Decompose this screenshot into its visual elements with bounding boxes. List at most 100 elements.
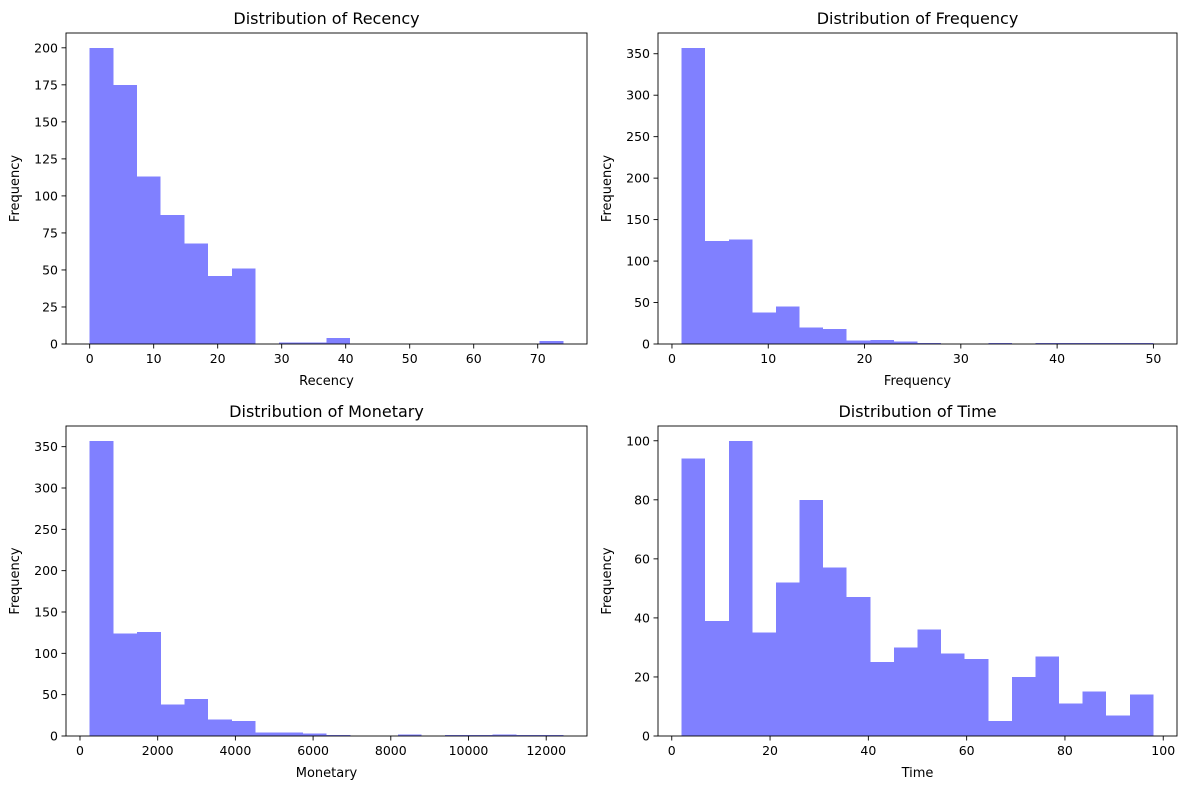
y-tick-label: 50 (634, 295, 650, 310)
histogram-bar (231, 268, 256, 344)
histogram-bar (941, 653, 965, 736)
y-tick-label: 150 (34, 605, 58, 620)
histogram-bar (255, 732, 280, 736)
y-tick-label: 350 (626, 46, 650, 61)
histogram-bar (870, 662, 894, 736)
y-tick-label: 50 (42, 262, 58, 277)
x-tick-label: 10 (146, 351, 162, 366)
histogram-bar (799, 327, 824, 344)
subplot-2: 0 10 20 30 40 50 0 50 100 150 200 250 300 350 Distribu… (600, 9, 1178, 389)
histogram-bar (397, 734, 422, 736)
histogram-bar (823, 567, 847, 736)
histogram-bar (728, 440, 753, 736)
histogram-bar (113, 84, 138, 344)
histogram-bar (681, 458, 706, 736)
histogram-bar (160, 704, 185, 736)
x-tick-label: 40 (1049, 351, 1065, 366)
x-tick-label: 30 (274, 351, 290, 366)
histogram-bar (279, 342, 303, 344)
histogram-bar (1011, 676, 1036, 736)
x-tick-label: 10000 (449, 743, 489, 758)
y-tick-label: 50 (42, 687, 58, 702)
x-tick-label: 60 (466, 351, 482, 366)
x-tick-label: 80 (1057, 743, 1073, 758)
x-tick-label: 100 (1151, 743, 1175, 758)
histogram-bar (326, 338, 351, 344)
y-tick-label: 200 (626, 171, 650, 186)
histogram-bar (1129, 694, 1154, 736)
x-tick-label: 20 (857, 351, 873, 366)
y-tick-label: 300 (626, 88, 650, 103)
histogram-bar (492, 734, 517, 736)
x-tick-label: 0 (86, 351, 94, 366)
y-tick-label: 150 (626, 212, 650, 227)
histogram-bar (893, 341, 918, 344)
histogram-bar (137, 176, 161, 344)
histogram-bar (137, 631, 161, 736)
x-tick-label: 6000 (297, 743, 329, 758)
histogram-bar (728, 239, 753, 344)
histogram-bar (705, 241, 729, 344)
subplot-4: 0 20 40 60 80 100 0 20 40 60 80 100 Distribution of … (600, 402, 1178, 781)
chart-title: Distribution of Time (838, 402, 996, 421)
y-tick-label: 100 (626, 433, 650, 448)
x-axis-label: Recency (299, 374, 354, 389)
histogram-bar (917, 629, 942, 736)
y-tick-label: 0 (642, 337, 650, 352)
y-tick-label: 250 (626, 129, 650, 144)
histogram-bar (208, 275, 232, 344)
x-tick-label: 50 (402, 351, 418, 366)
chart-title: Distribution of Frequency (817, 9, 1019, 28)
axes-frame (657, 425, 1178, 737)
chart-title: Distribution of Recency (233, 9, 419, 28)
histogram-bar (681, 47, 706, 344)
subplot-1: 0 10 20 30 40 50 60 70 0 25 50 75 100 125 150 175 200 Dis… (8, 9, 588, 389)
x-tick-label: 0 (76, 743, 84, 758)
histogram-bar (799, 499, 824, 736)
histogram-bar (705, 620, 729, 736)
x-tick-label: 30 (953, 351, 969, 366)
x-tick-label: 20 (210, 351, 226, 366)
y-tick-label: 0 (50, 337, 58, 352)
y-tick-label: 300 (34, 481, 58, 496)
y-axis-label: Frequency (600, 547, 615, 614)
y-tick-label: 200 (34, 563, 58, 578)
x-tick-label: 40 (338, 351, 354, 366)
x-axis-label: Monetary (296, 766, 358, 781)
histogram-bar (846, 340, 871, 344)
histogram-bar (231, 721, 256, 736)
histogram-bar (184, 243, 209, 344)
y-tick-label: 25 (42, 299, 58, 314)
histogram-bar (184, 698, 209, 736)
histogram-bar (752, 632, 776, 736)
x-axis-label: Time (901, 766, 934, 781)
y-tick-label: 20 (634, 669, 650, 684)
x-tick-label: 12000 (526, 743, 566, 758)
histogram-bar (89, 47, 114, 345)
y-tick-label: 100 (34, 646, 58, 661)
y-axis-label: Frequency (8, 155, 23, 222)
y-tick-label: 200 (34, 40, 58, 55)
axes-frame (65, 425, 588, 737)
x-tick-label: 50 (1145, 351, 1161, 366)
histogram-bar (893, 647, 918, 736)
y-tick-label: 0 (642, 729, 650, 744)
subplot-3: 0 2000 4000 6000 8000 10000 12000 0 50 100 150 200 2… (8, 402, 588, 781)
histogram-bar (539, 341, 564, 344)
histogram-bar (775, 306, 800, 344)
histogram-bar (113, 633, 138, 736)
histogram-bar (988, 721, 1012, 736)
y-tick-label: 40 (634, 610, 650, 625)
x-tick-label: 40 (860, 743, 876, 758)
histogram-bar (1035, 656, 1060, 736)
y-tick-label: 350 (34, 439, 58, 454)
histogram-bar (870, 339, 894, 344)
y-tick-label: 150 (34, 114, 58, 129)
histogram-bar (964, 659, 989, 736)
histogram-bar (279, 732, 303, 736)
y-tick-label: 175 (34, 77, 58, 92)
histogram-bar (208, 719, 232, 736)
x-tick-label: 20 (762, 743, 778, 758)
y-tick-label: 100 (626, 254, 650, 269)
